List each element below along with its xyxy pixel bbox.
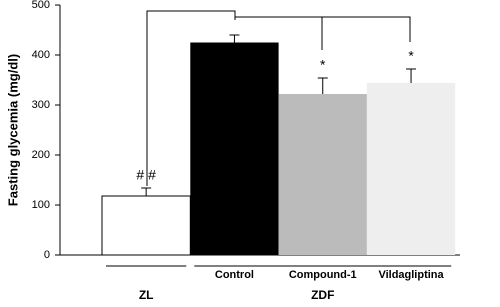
x-tick-label: Control <box>215 269 254 281</box>
bar <box>366 83 456 255</box>
annotation: * <box>408 48 414 64</box>
y-tick-label: 0 <box>44 249 50 261</box>
bar <box>101 195 191 256</box>
bar <box>190 42 279 255</box>
x-tick-label: Vildagliptina <box>378 269 444 281</box>
y-tick-label: 200 <box>32 149 50 161</box>
y-axis-label: Fasting glycemia (mg/dl) <box>5 54 20 206</box>
group-label: ZDF <box>311 288 334 302</box>
y-tick-label: 500 <box>32 0 50 11</box>
y-tick-label: 400 <box>32 49 50 61</box>
y-tick-label: 100 <box>32 199 50 211</box>
x-tick-label: Compound-1 <box>289 269 357 281</box>
annotation: # # <box>136 167 156 183</box>
bar <box>278 94 367 255</box>
significance-brackets <box>146 10 411 186</box>
annotation: * <box>320 57 326 73</box>
y-tick-label: 300 <box>32 99 50 111</box>
group-label: ZL <box>139 288 154 302</box>
bracket <box>146 10 236 186</box>
